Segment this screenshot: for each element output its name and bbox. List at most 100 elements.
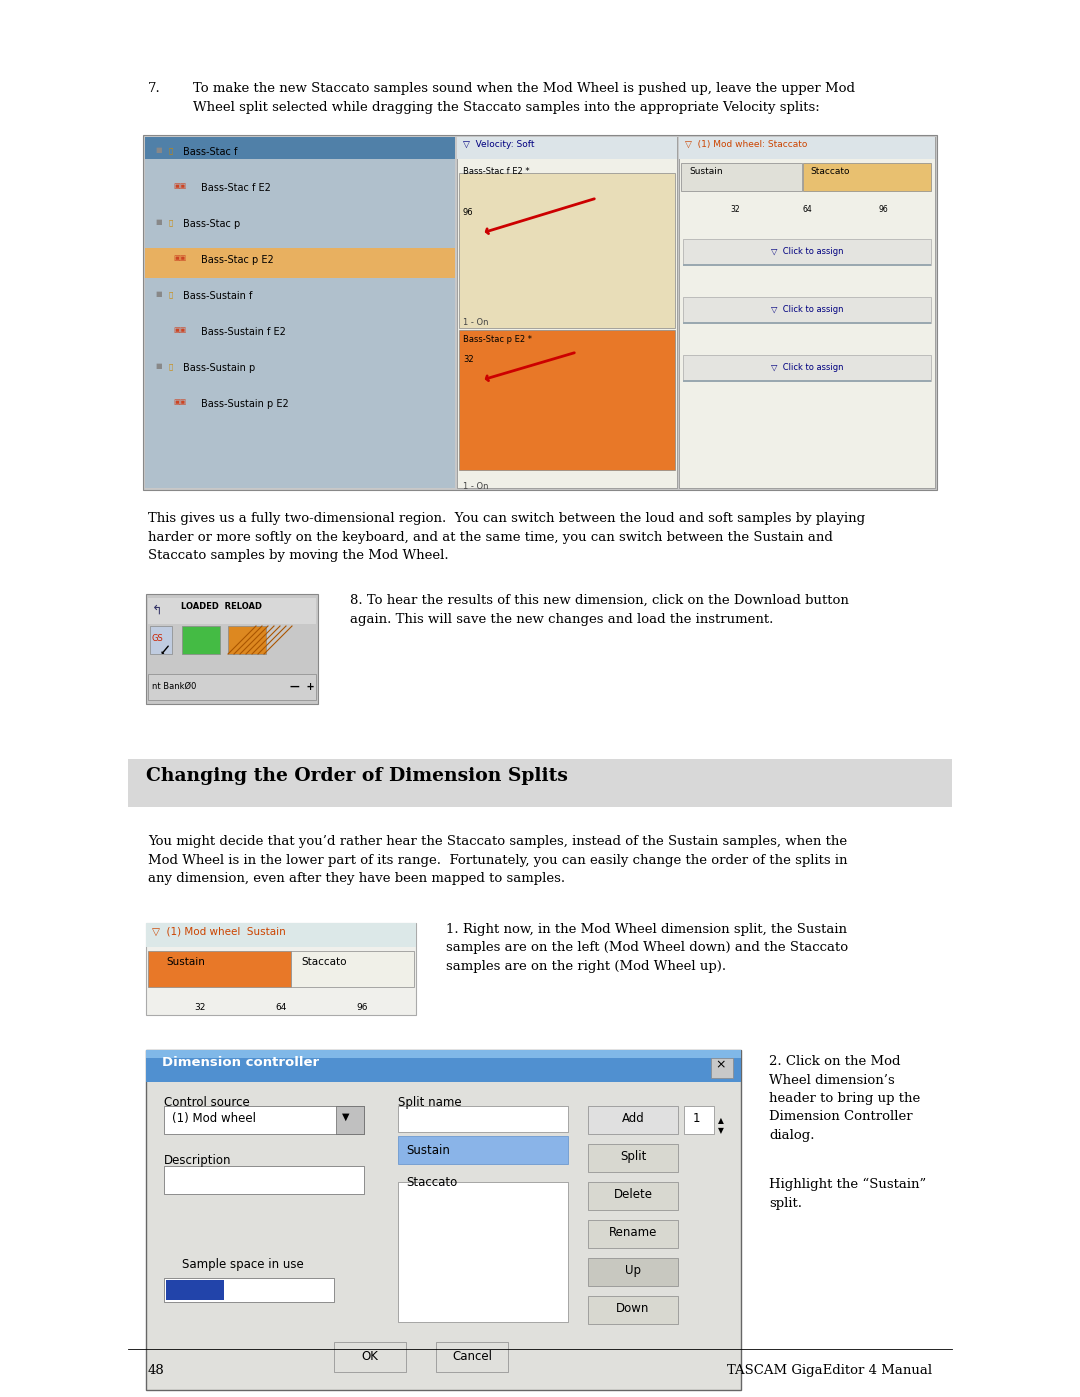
- Text: 7.: 7.: [148, 82, 161, 95]
- FancyBboxPatch shape: [150, 626, 172, 654]
- FancyBboxPatch shape: [679, 137, 935, 159]
- FancyBboxPatch shape: [228, 626, 266, 654]
- FancyBboxPatch shape: [146, 594, 318, 704]
- Text: Up: Up: [625, 1264, 642, 1277]
- Text: Split name: Split name: [399, 1097, 461, 1109]
- Text: 1 - On: 1 - On: [463, 319, 488, 327]
- FancyBboxPatch shape: [399, 1182, 568, 1322]
- Text: ▽  (1) Mod wheel: Staccato: ▽ (1) Mod wheel: Staccato: [685, 140, 808, 149]
- Text: 96: 96: [463, 208, 474, 217]
- Text: Sustain: Sustain: [689, 168, 723, 176]
- Text: Bass-Stac p E2: Bass-Stac p E2: [201, 256, 273, 265]
- Text: —  +: — +: [291, 682, 314, 692]
- Text: Down: Down: [617, 1302, 650, 1315]
- FancyBboxPatch shape: [129, 759, 951, 807]
- Text: 64: 64: [802, 205, 812, 214]
- Text: Staccato: Staccato: [810, 168, 849, 176]
- FancyBboxPatch shape: [711, 1058, 733, 1078]
- Text: Cancel: Cancel: [453, 1350, 492, 1363]
- Text: 96: 96: [356, 1003, 368, 1011]
- FancyBboxPatch shape: [145, 137, 455, 488]
- Text: ▼: ▼: [342, 1112, 350, 1122]
- Text: 48: 48: [148, 1363, 165, 1377]
- FancyBboxPatch shape: [459, 173, 675, 328]
- FancyBboxPatch shape: [145, 137, 455, 159]
- Text: Dimension controller: Dimension controller: [162, 1056, 319, 1069]
- Text: 96: 96: [879, 205, 889, 214]
- FancyBboxPatch shape: [399, 1136, 568, 1164]
- Text: Bass-Stac f E2: Bass-Stac f E2: [201, 183, 271, 193]
- Text: Staccato: Staccato: [406, 1176, 457, 1189]
- Text: 1. Right now, in the Mod Wheel dimension split, the Sustain
samples are on the l: 1. Right now, in the Mod Wheel dimension…: [446, 923, 848, 972]
- FancyBboxPatch shape: [457, 137, 677, 488]
- Text: TASCAM GigaEditor 4 Manual: TASCAM GigaEditor 4 Manual: [727, 1363, 932, 1377]
- FancyBboxPatch shape: [683, 380, 931, 381]
- Text: ▣▣: ▣▣: [173, 183, 186, 189]
- Text: 32: 32: [463, 355, 474, 365]
- Text: Rename: Rename: [609, 1227, 658, 1239]
- FancyBboxPatch shape: [683, 298, 931, 323]
- Text: OK: OK: [362, 1350, 378, 1363]
- Text: Description: Description: [164, 1154, 231, 1166]
- FancyBboxPatch shape: [588, 1106, 678, 1134]
- Text: Bass-Sustain f E2: Bass-Sustain f E2: [201, 327, 286, 337]
- Text: Bass-Sustain f: Bass-Sustain f: [183, 291, 253, 300]
- Text: 📁: 📁: [168, 291, 173, 298]
- FancyBboxPatch shape: [166, 1280, 224, 1301]
- Text: Bass-Stac p E2 *: Bass-Stac p E2 *: [463, 335, 532, 344]
- Text: 1 - On: 1 - On: [463, 482, 488, 490]
- Text: 📁: 📁: [168, 363, 173, 370]
- FancyBboxPatch shape: [336, 1106, 364, 1134]
- FancyBboxPatch shape: [802, 163, 931, 191]
- Text: 1: 1: [692, 1112, 700, 1125]
- Text: Sustain: Sustain: [406, 1144, 450, 1157]
- Text: Sample space in use: Sample space in use: [183, 1259, 303, 1271]
- Text: ▽  Velocity: Soft: ▽ Velocity: Soft: [463, 140, 535, 149]
- FancyBboxPatch shape: [164, 1166, 364, 1194]
- Text: ■: ■: [156, 219, 162, 225]
- Text: 📁: 📁: [168, 219, 173, 225]
- Text: To make the new Staccato samples sound when the Mod Wheel is pushed up, leave th: To make the new Staccato samples sound w…: [193, 82, 855, 113]
- FancyBboxPatch shape: [588, 1220, 678, 1248]
- Text: 64: 64: [275, 1003, 286, 1011]
- FancyBboxPatch shape: [683, 355, 931, 381]
- Text: 2. Click on the Mod
Wheel dimension’s
header to bring up the
Dimension Controlle: 2. Click on the Mod Wheel dimension’s he…: [769, 1055, 920, 1141]
- Text: ↰: ↰: [152, 604, 162, 617]
- FancyBboxPatch shape: [143, 136, 937, 490]
- Text: Staccato: Staccato: [301, 957, 347, 967]
- Text: Bass-Sustain p E2: Bass-Sustain p E2: [201, 400, 288, 409]
- FancyBboxPatch shape: [588, 1259, 678, 1287]
- FancyBboxPatch shape: [148, 951, 292, 988]
- Text: Delete: Delete: [613, 1187, 652, 1201]
- Text: ×: ×: [716, 1058, 726, 1071]
- Text: Bass-Sustain p: Bass-Sustain p: [183, 363, 255, 373]
- FancyBboxPatch shape: [164, 1106, 364, 1134]
- Text: ▽  Click to assign: ▽ Click to assign: [771, 363, 843, 372]
- Text: ▲
▼: ▲ ▼: [718, 1116, 724, 1136]
- FancyBboxPatch shape: [681, 163, 801, 191]
- FancyBboxPatch shape: [588, 1144, 678, 1172]
- Text: 32: 32: [194, 1003, 205, 1011]
- Text: ▣▣: ▣▣: [173, 256, 186, 261]
- FancyBboxPatch shape: [399, 1106, 568, 1132]
- Text: ■: ■: [156, 363, 162, 369]
- Text: Bass-Stac p: Bass-Stac p: [183, 219, 240, 229]
- FancyBboxPatch shape: [146, 923, 416, 947]
- Text: ▽  Click to assign: ▽ Click to assign: [771, 247, 843, 256]
- Text: ▣▣: ▣▣: [173, 327, 186, 332]
- FancyBboxPatch shape: [459, 330, 675, 469]
- FancyBboxPatch shape: [457, 137, 677, 159]
- FancyBboxPatch shape: [588, 1296, 678, 1324]
- Text: 32: 32: [730, 205, 740, 214]
- FancyBboxPatch shape: [436, 1343, 508, 1372]
- FancyBboxPatch shape: [148, 673, 316, 700]
- Text: Highlight the “Sustain”
split.: Highlight the “Sustain” split.: [769, 1178, 927, 1210]
- Text: Add: Add: [622, 1112, 645, 1125]
- FancyBboxPatch shape: [164, 1278, 334, 1302]
- Text: Bass-Stac f E2 *: Bass-Stac f E2 *: [463, 168, 529, 176]
- FancyBboxPatch shape: [588, 1182, 678, 1210]
- Text: Changing the Order of Dimension Splits: Changing the Order of Dimension Splits: [146, 767, 568, 785]
- FancyBboxPatch shape: [684, 1106, 714, 1134]
- FancyBboxPatch shape: [292, 951, 414, 988]
- Text: 8. To hear the results of this new dimension, click on the Download button
again: 8. To hear the results of this new dimen…: [350, 594, 849, 626]
